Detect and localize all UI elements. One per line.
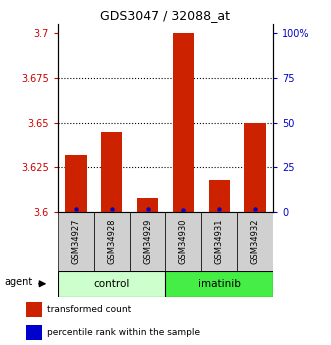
Bar — [237, 212, 273, 271]
Bar — [101, 131, 122, 212]
Bar — [166, 212, 201, 271]
Text: percentile rank within the sample: percentile rank within the sample — [47, 328, 200, 337]
Bar — [58, 212, 94, 271]
Bar — [209, 180, 230, 212]
Text: agent: agent — [5, 277, 33, 287]
Bar — [137, 198, 158, 212]
Bar — [201, 212, 237, 271]
Text: GSM34928: GSM34928 — [107, 219, 116, 264]
Bar — [65, 155, 87, 212]
Point — [253, 206, 258, 211]
Point — [216, 207, 222, 212]
Text: GSM34927: GSM34927 — [71, 219, 80, 264]
Text: GSM34932: GSM34932 — [251, 219, 260, 264]
Bar — [173, 33, 194, 212]
Bar — [130, 212, 166, 271]
Bar — [166, 271, 273, 297]
Bar — [58, 271, 166, 297]
Bar — [94, 212, 130, 271]
Title: GDS3047 / 32088_at: GDS3047 / 32088_at — [101, 9, 230, 22]
Text: imatinib: imatinib — [198, 279, 241, 289]
Bar — [244, 122, 266, 212]
Text: control: control — [94, 279, 130, 289]
Bar — [26, 302, 42, 317]
Text: transformed count: transformed count — [47, 305, 131, 314]
Bar — [26, 325, 42, 340]
Point — [73, 206, 78, 211]
Point — [181, 208, 186, 213]
Point — [145, 207, 150, 212]
Text: GSM34930: GSM34930 — [179, 219, 188, 264]
Text: GSM34931: GSM34931 — [215, 219, 224, 264]
Text: GSM34929: GSM34929 — [143, 219, 152, 264]
Point — [109, 206, 114, 211]
